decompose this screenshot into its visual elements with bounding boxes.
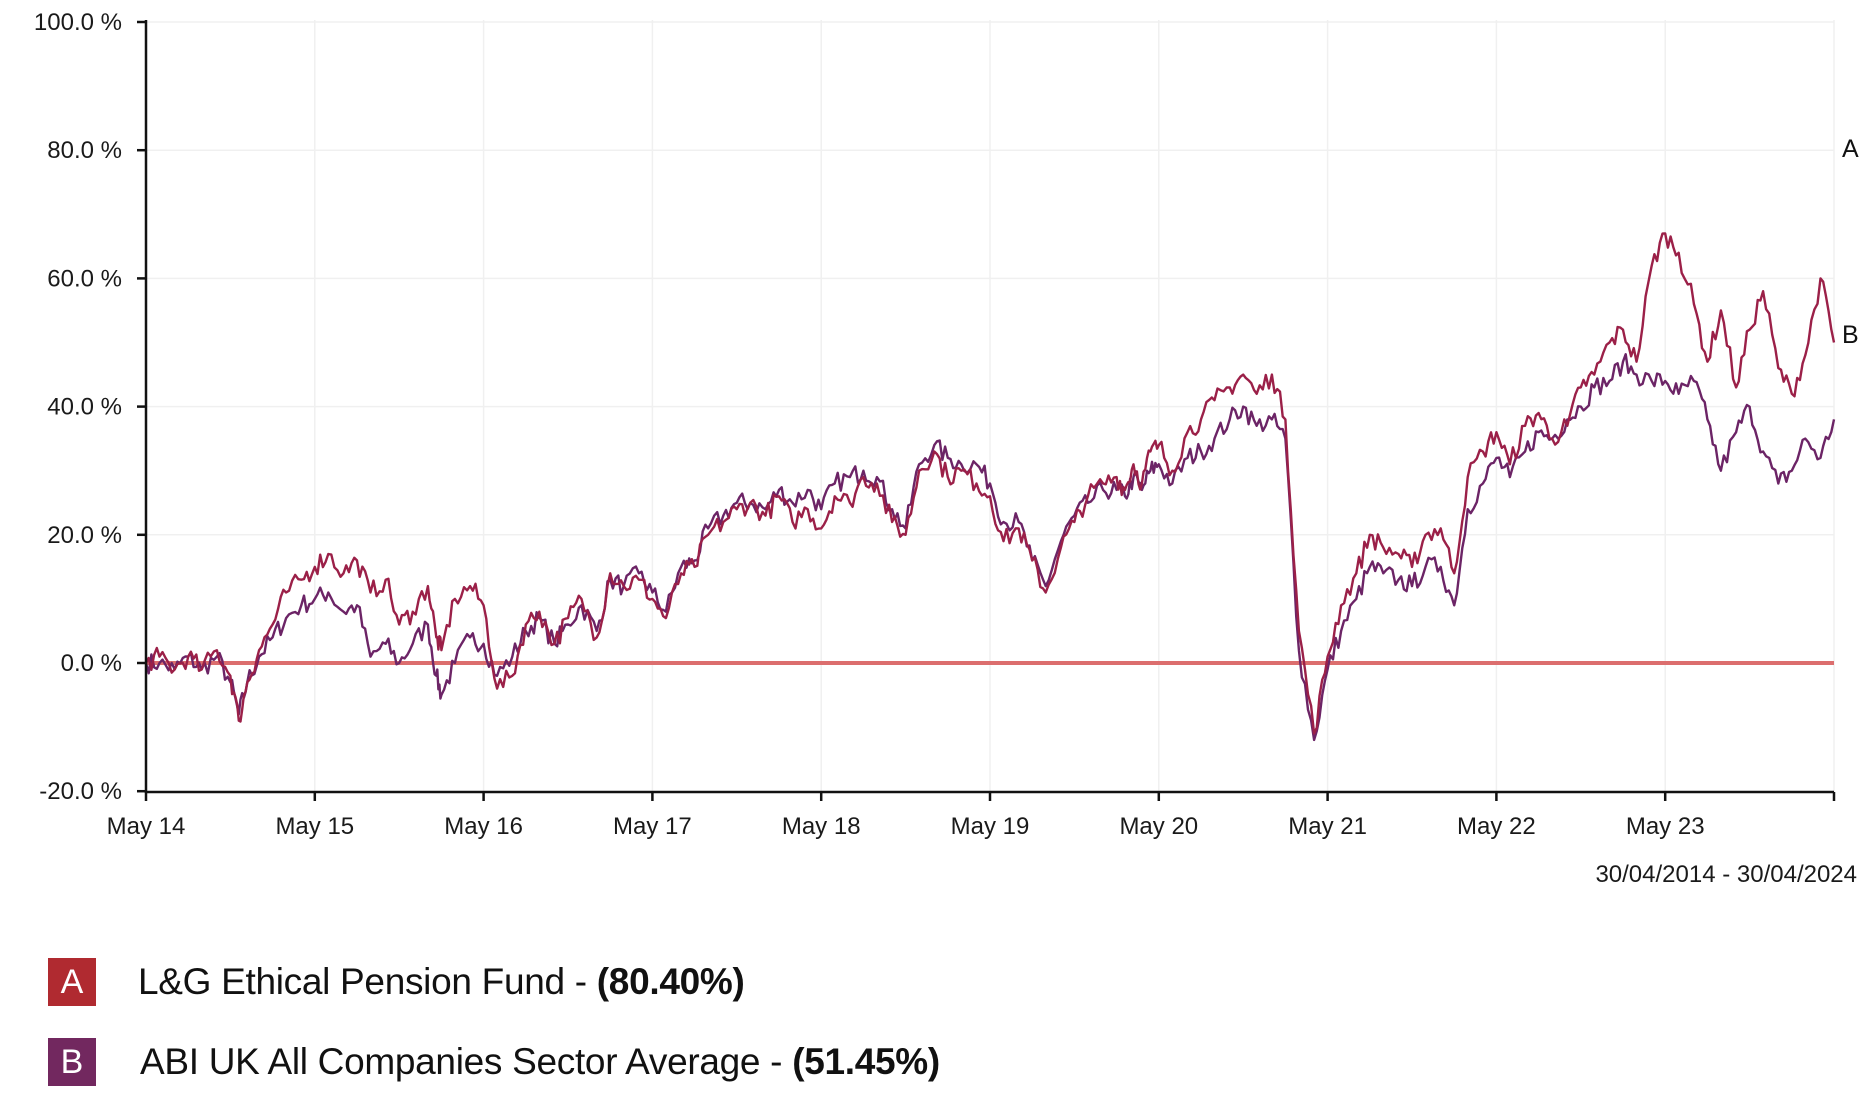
x-tick-label: May 17: [613, 813, 692, 840]
legend-item-b[interactable]: B ABI UK All Companies Sector Average - …: [48, 1038, 940, 1086]
legend-badge-b: B: [48, 1038, 96, 1086]
y-tick-label: 100.0 %: [34, 9, 122, 36]
x-tick-label: May 14: [107, 813, 186, 840]
x-tick-label: May 21: [1288, 813, 1367, 840]
x-tick-label: May 19: [951, 813, 1030, 840]
legend-fund-return: (80.40%): [596, 961, 745, 1002]
x-tick-label: May 18: [782, 813, 861, 840]
x-tick-label: May 15: [275, 813, 354, 840]
series-layer: [144, 232, 1836, 742]
legend-sector-name: ABI UK All Companies Sector Average -: [140, 1041, 793, 1082]
y-tick-label: 40.0 %: [47, 394, 122, 421]
series-line-b: [144, 353, 1836, 742]
y-tick-label: -20.0 %: [39, 778, 122, 805]
y-axis-ticks: 100.0 % 80.0 % 60.0 % 40.0 % 20.0 % 0.0 % -20.…: [34, 9, 146, 805]
series-line-a: [144, 232, 1836, 735]
legend-item-a[interactable]: A L&G Ethical Pension Fund - (80.40%): [48, 958, 940, 1006]
y-tick-label: 20.0 %: [47, 522, 122, 549]
legend-label-a: L&G Ethical Pension Fund - (80.40%): [138, 961, 745, 1003]
x-tick-label: May 20: [1119, 813, 1198, 840]
legend-badge-a: A: [48, 958, 96, 1006]
performance-line-chart: 100.0 % 80.0 % 60.0 % 40.0 % 20.0 % 0.0 % -20.…: [34, 9, 1859, 888]
x-tick-label: May 22: [1457, 813, 1536, 840]
legend-fund-name: L&G Ethical Pension Fund -: [138, 961, 597, 1002]
x-axis-ticks: May 14 May 15 May 16 May 17 May 18 May 19 May …: [107, 792, 1836, 840]
legend-label-b: ABI UK All Companies Sector Average - (5…: [140, 1041, 940, 1083]
y-tick-label: 0.0 %: [61, 650, 122, 677]
legend-sector-return: (51.45%): [792, 1041, 940, 1082]
series-b-end-label: B: [1842, 321, 1859, 349]
x-tick-label: May 16: [444, 813, 523, 840]
x-tick-label: May 23: [1626, 813, 1705, 840]
y-tick-label: 80.0 %: [47, 137, 122, 164]
date-range-label: 30/04/2014 - 30/04/2024: [1595, 861, 1857, 888]
series-a-end-label: A: [1842, 135, 1859, 163]
y-tick-label: 60.0 %: [47, 265, 122, 292]
legend: A L&G Ethical Pension Fund - (80.40%) B …: [48, 958, 940, 1118]
